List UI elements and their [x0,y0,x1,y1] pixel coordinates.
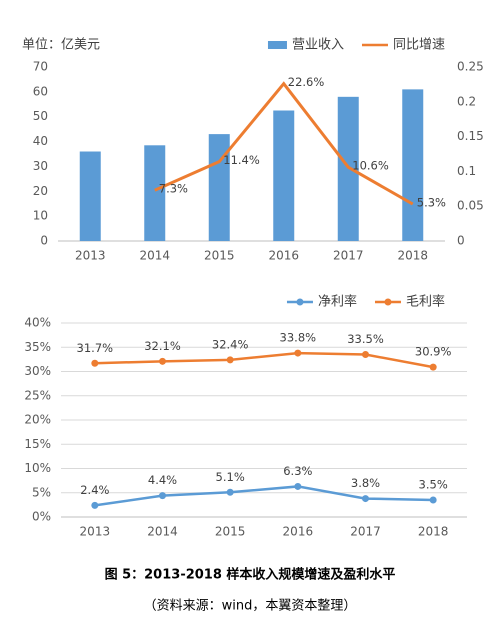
marker [226,356,234,364]
y-tick-label: 10% [24,461,51,475]
bar [79,151,101,241]
x-tick-label: 2016 [268,249,299,263]
y-tick-label: 20 [33,184,48,198]
x-tick-label: 2016 [283,525,314,539]
y-tick-label: 0 [40,234,48,248]
bar [208,134,230,241]
y-tick-label: 35% [24,340,51,354]
legend-label: 毛利率 [406,294,445,310]
value-label: 33.8% [280,331,317,345]
y-tick-label: 10 [33,209,48,223]
y-tick-label: 30% [24,364,51,378]
marker [429,363,437,371]
x-tick-label: 2014 [139,249,170,263]
chart-title: 单位：亿美元 [22,38,100,53]
y2-tick-label: 0.1 [457,164,476,178]
bar [273,110,295,241]
x-tick-label: 2015 [215,525,246,539]
y-tick-label: 20% [24,413,51,427]
legend-marker [384,298,392,306]
bar [144,145,166,241]
y-tick-label: 60 [33,84,48,98]
x-tick-label: 2013 [75,249,106,263]
y-tick-label: 0% [32,510,51,524]
y-tick-label: 15% [24,437,51,451]
value-label: 22.6% [288,75,325,89]
legend-swatch [267,41,287,49]
value-label: 10.6% [352,159,389,173]
y2-tick-label: 0 [457,234,465,248]
y2-tick-label: 0.05 [457,199,484,213]
y2-tick-label: 0.15 [457,129,484,143]
y-tick-label: 40 [33,134,48,148]
value-label: 4.4% [148,473,177,487]
x-tick-label: 2014 [147,525,178,539]
line [94,351,434,369]
x-tick-label: 2017 [333,249,364,263]
marker [362,495,369,503]
marker [91,501,99,509]
line [94,485,434,507]
value-label: 11.4% [223,153,260,167]
figure-caption: 图 5：2013-2018 样本收入规模增速及盈利水平 [105,567,396,583]
y-tick-label: 40% [24,316,51,330]
x-tick-label: 2018 [418,525,449,539]
x-tick-label: 2013 [80,525,111,539]
value-label: 6.3% [283,464,312,478]
legend-label: 同比增速 [393,38,445,53]
value-label: 7.3% [159,182,188,196]
marker [294,482,302,490]
y-tick-label: 50 [33,109,48,123]
value-label: 32.4% [212,337,249,351]
value-label: 5.3% [417,196,446,210]
legend-label: 营业收入 [292,38,344,53]
value-label: 32.1% [144,339,181,353]
marker [294,349,302,357]
value-label: 31.7% [77,341,114,355]
value-label: 30.9% [415,345,452,359]
figure-source: （资料来源：wind，本翼资本整理） [144,599,357,614]
value-label: 3.5% [419,478,448,492]
y2-tick-label: 0.2 [457,94,476,108]
marker [226,488,234,496]
x-tick-label: 2015 [204,249,235,263]
y-tick-label: 5% [32,485,51,499]
marker [429,496,437,504]
marker [91,359,99,367]
y-tick-label: 30 [33,159,48,173]
x-tick-label: 2018 [397,249,428,263]
marker [159,357,166,365]
legend-marker [296,298,304,306]
y-tick-label: 70 [33,60,48,74]
value-label: 2.4% [80,483,109,497]
y-tick-label: 25% [24,388,51,402]
bar [402,89,424,241]
value-label: 33.5% [347,332,384,346]
marker [159,492,166,500]
y2-tick-label: 0.25 [457,60,484,74]
line [154,81,414,206]
value-label: 3.8% [351,476,380,490]
value-label: 5.1% [216,470,245,484]
legend-label: 净利率 [318,294,357,310]
marker [362,351,369,359]
x-tick-label: 2017 [350,525,381,539]
